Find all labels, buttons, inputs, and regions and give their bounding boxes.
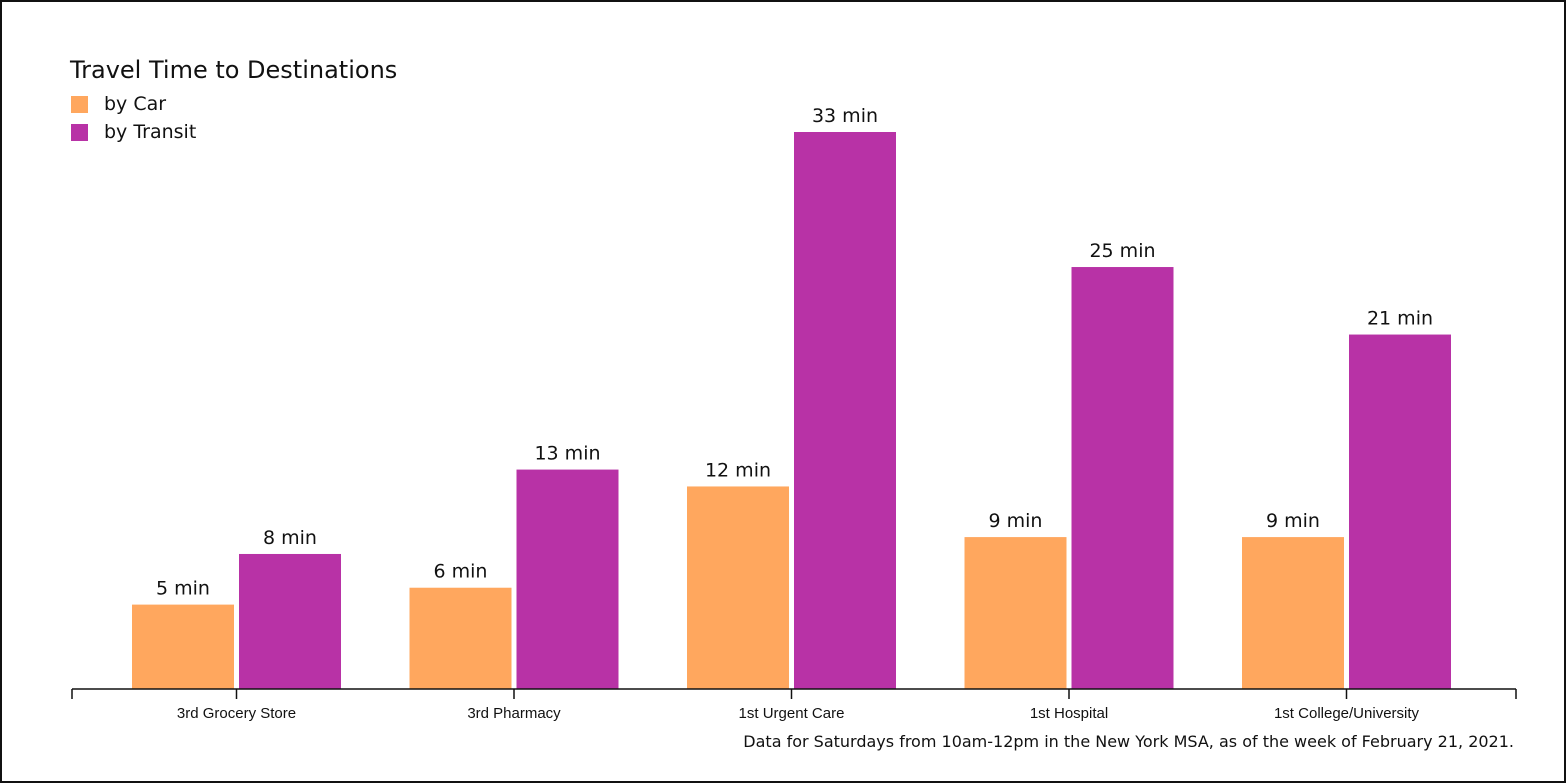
value-label-transit-3: 25 min bbox=[1089, 240, 1155, 262]
bar-transit-3 bbox=[1071, 267, 1174, 689]
legend-label-car: by Car bbox=[104, 93, 166, 115]
value-label-car-4: 9 min bbox=[1266, 510, 1320, 532]
x-tick-label-4: 1st College/University bbox=[1274, 705, 1420, 722]
x-tick-label-2: 1st Urgent Care bbox=[739, 705, 845, 722]
value-label-transit-2: 33 min bbox=[812, 105, 878, 127]
x-tick-label-3: 1st Hospital bbox=[1030, 705, 1108, 722]
bars-group bbox=[132, 132, 1451, 689]
legend-swatch-car bbox=[71, 96, 88, 113]
value-label-transit-0: 8 min bbox=[263, 527, 317, 549]
data-note: Data for Saturdays from 10am-12pm in the… bbox=[743, 732, 1514, 751]
bar-car-2 bbox=[687, 486, 789, 689]
bar-transit-2 bbox=[794, 132, 896, 689]
bar-car-4 bbox=[1242, 537, 1344, 689]
value-label-car-3: 9 min bbox=[989, 510, 1043, 532]
legend: by Car by Transit bbox=[71, 93, 196, 143]
bar-car-1 bbox=[409, 587, 512, 689]
bar-transit-0 bbox=[239, 553, 341, 689]
bar-transit-4 bbox=[1349, 334, 1451, 689]
x-tick-label-0: 3rd Grocery Store bbox=[177, 705, 296, 722]
x-tick-label-1: 3rd Pharmacy bbox=[467, 705, 561, 722]
value-label-car-0: 5 min bbox=[156, 578, 210, 600]
value-label-transit-1: 13 min bbox=[534, 443, 600, 465]
bar-car-3 bbox=[964, 537, 1067, 689]
legend-swatch-transit bbox=[71, 124, 88, 141]
chart-title: Travel Time to Destinations bbox=[69, 56, 397, 84]
value-labels-group: 5 min 8 min 6 min 13 min 12 min 33 min 9 min 25… bbox=[156, 105, 1433, 600]
legend-label-transit: by Transit bbox=[104, 121, 196, 143]
value-label-transit-4: 21 min bbox=[1367, 308, 1433, 330]
x-axis-ticks: 3rd Grocery Store 3rd Pharmacy 1st Urgent … bbox=[71, 689, 1517, 722]
bar-car-0 bbox=[132, 604, 234, 689]
bar-transit-1 bbox=[516, 469, 619, 689]
value-label-car-1: 6 min bbox=[434, 561, 488, 583]
value-label-car-2: 12 min bbox=[705, 459, 771, 481]
